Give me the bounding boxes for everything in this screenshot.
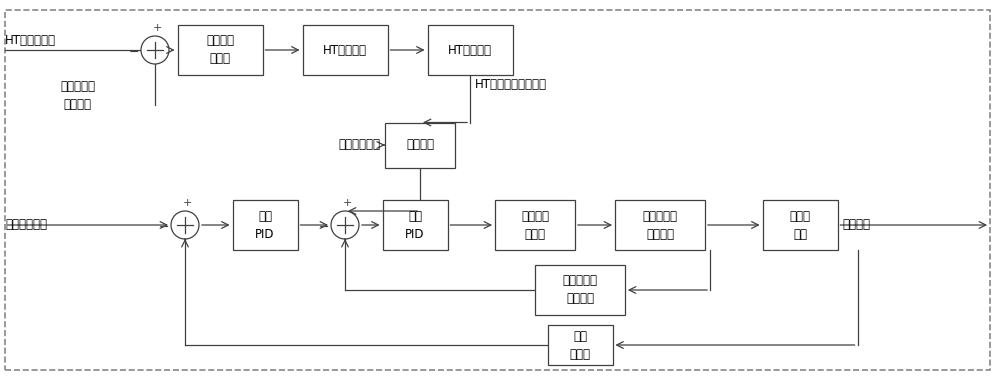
Text: −: − <box>158 220 169 233</box>
Bar <box>548 325 612 365</box>
Bar <box>615 200 705 250</box>
Text: 筒壁蒸汽压
力变送器: 筒壁蒸汽压 力变送器 <box>562 274 598 306</box>
Text: +: + <box>182 198 192 208</box>
Text: −: − <box>128 46 139 59</box>
Bar <box>382 200 448 250</box>
Circle shape <box>141 36 169 64</box>
Bar <box>535 265 625 315</box>
Text: HT回潮过程: HT回潮过程 <box>448 43 492 57</box>
Text: −: − <box>318 220 329 233</box>
Circle shape <box>331 211 359 239</box>
Circle shape <box>171 211 199 239</box>
Bar <box>178 25 262 75</box>
Text: +: + <box>152 23 162 33</box>
Text: 烘丝机
滚筒: 烘丝机 滚筒 <box>790 209 810 241</box>
Bar <box>302 25 388 75</box>
Text: HT后叶丝水分: HT后叶丝水分 <box>5 34 56 47</box>
Bar <box>495 200 575 250</box>
Text: 给定出口水分: 给定出口水分 <box>338 138 380 152</box>
Text: 给定出口水分: 给定出口水分 <box>5 218 47 231</box>
Bar <box>385 122 455 168</box>
Text: 来料叶丝水
分设定值: 来料叶丝水 分设定值 <box>60 80 95 111</box>
Text: HT蒸汽流量: HT蒸汽流量 <box>323 43 367 57</box>
Text: 出口水分: 出口水分 <box>842 218 870 231</box>
Text: 前馈补偿: 前馈补偿 <box>406 138 434 152</box>
Text: 第二
PID: 第二 PID <box>405 209 425 241</box>
Text: 第二气动
执行器: 第二气动 执行器 <box>521 209 549 241</box>
Bar <box>428 25 512 75</box>
Text: 第一气动
执行器: 第一气动 执行器 <box>206 35 234 65</box>
Text: 第二
水分仪: 第二 水分仪 <box>570 329 590 361</box>
Text: 筒壁蒸汽压
力调节阀: 筒壁蒸汽压 力调节阀 <box>642 209 678 241</box>
Bar <box>763 200 838 250</box>
Text: 第一
PID: 第一 PID <box>255 209 275 241</box>
Text: +: + <box>342 198 352 208</box>
Bar <box>232 200 298 250</box>
Text: HT后叶丝水分、流量: HT后叶丝水分、流量 <box>475 78 547 91</box>
